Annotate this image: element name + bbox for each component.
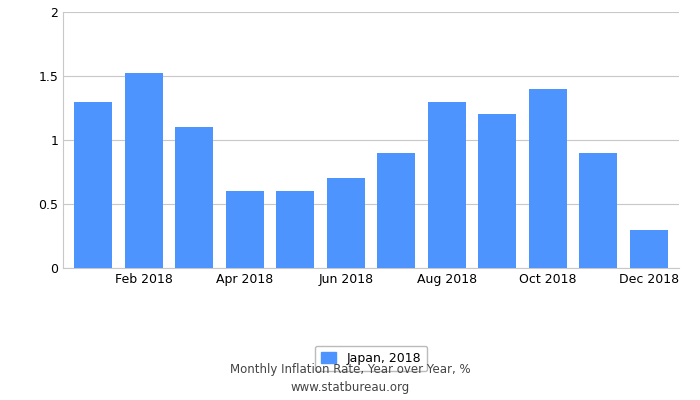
Bar xyxy=(377,153,415,268)
Legend: Japan, 2018: Japan, 2018 xyxy=(315,346,427,372)
Bar xyxy=(580,153,617,268)
Text: Monthly Inflation Rate, Year over Year, %: Monthly Inflation Rate, Year over Year, … xyxy=(230,364,470,376)
Bar xyxy=(74,102,112,268)
Bar xyxy=(327,178,365,268)
Bar xyxy=(125,74,162,268)
Bar xyxy=(428,102,466,268)
Bar xyxy=(528,89,567,268)
Bar xyxy=(276,191,314,268)
Text: www.statbureau.org: www.statbureau.org xyxy=(290,382,410,394)
Bar xyxy=(226,191,264,268)
Bar xyxy=(175,127,214,268)
Bar xyxy=(630,230,668,268)
Bar xyxy=(478,114,516,268)
